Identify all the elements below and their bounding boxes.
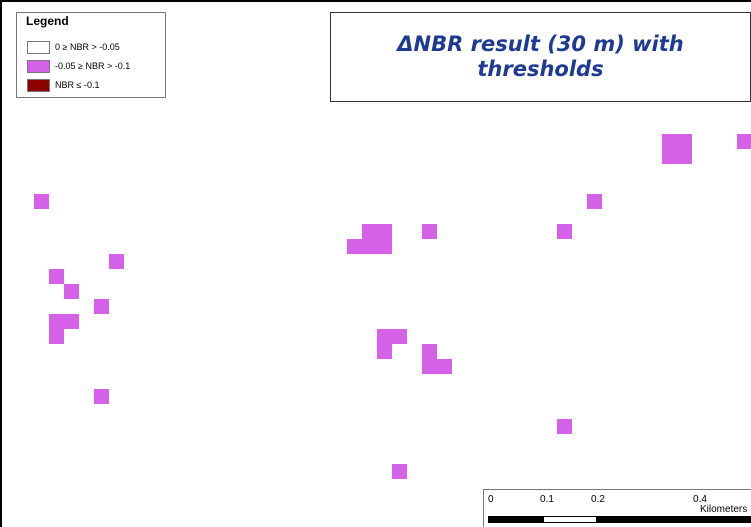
scale-tick-label: 0.2 — [591, 494, 605, 505]
map-title-box: ΔNBR result (30 m) with thresholds — [330, 12, 751, 102]
nbr-pixel — [94, 389, 109, 404]
nbr-pixel-layer — [34, 134, 751, 479]
legend-label: NBR ≤ -0.1 — [55, 80, 100, 90]
legend-swatch-white — [27, 41, 50, 54]
legend-title: Legend — [26, 14, 69, 28]
scale-tick-label: 0.4 — [693, 494, 707, 505]
scale-segment-light — [544, 517, 596, 522]
nbr-pixel — [64, 284, 79, 299]
nbr-pixel — [422, 359, 452, 374]
nbr-pixel — [422, 344, 437, 359]
nbr-pixel — [377, 344, 392, 359]
scale-track — [488, 516, 751, 523]
nbr-pixel — [737, 134, 751, 149]
legend: Legend 0 ≥ NBR > -0.05 -0.05 ≥ NBR > -0.… — [16, 12, 166, 98]
nbr-pixel — [49, 329, 64, 344]
scale-segment-dark — [596, 517, 751, 522]
nbr-pixel — [362, 224, 392, 254]
scale-tick-label: 0.1 — [540, 494, 554, 505]
legend-label: -0.05 ≥ NBR > -0.1 — [55, 61, 131, 71]
legend-label: 0 ≥ NBR > -0.05 — [55, 42, 120, 52]
nbr-pixel — [392, 464, 407, 479]
scale-tick-label: 0 — [488, 494, 494, 505]
legend-swatch-magenta — [27, 60, 50, 73]
nbr-pixel — [662, 134, 692, 164]
nbr-pixel — [377, 329, 407, 344]
nbr-pixel — [557, 224, 572, 239]
scale-units: Kilometers — [700, 504, 748, 515]
legend-swatch-darkred — [27, 79, 50, 92]
nbr-pixel — [557, 419, 572, 434]
nbr-pixel — [49, 314, 79, 329]
nbr-pixel — [34, 194, 49, 209]
map-title-line-2: thresholds — [477, 57, 604, 81]
nbr-pixel — [94, 299, 109, 314]
scale-segment-dark — [489, 517, 544, 522]
nbr-pixel — [422, 224, 437, 239]
map-title-line-1: ΔNBR result (30 m) with — [397, 32, 684, 56]
nbr-pixel — [347, 239, 362, 254]
nbr-pixel — [49, 269, 64, 284]
scale-bar: 0 0.1 0.2 0.4 Kilometers — [483, 489, 751, 527]
nbr-pixel — [109, 254, 124, 269]
nbr-pixel — [587, 194, 602, 209]
